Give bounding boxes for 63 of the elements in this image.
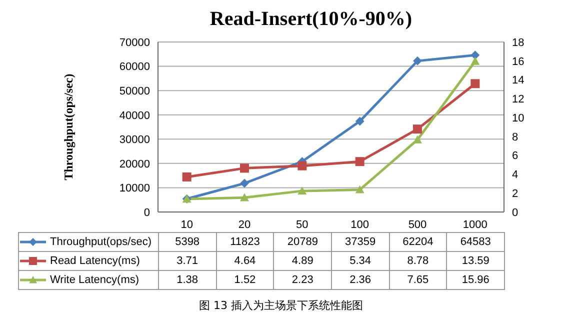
y-axis-title: Throughput(ops/sec) — [61, 74, 76, 180]
y-tick-label: 70000 — [119, 36, 150, 49]
point — [413, 56, 422, 66]
point — [298, 186, 307, 195]
data-label: 2.36 — [331, 270, 390, 290]
legend-label: Read Latency(ms) — [50, 255, 140, 267]
y2-tick-label: 14 — [512, 74, 524, 87]
data-label: 20789 — [274, 232, 332, 252]
y2-tick-label: 16 — [512, 56, 524, 68]
point — [470, 79, 480, 88]
data-label: 2.23 — [274, 270, 332, 290]
data-label: 11823 — [216, 232, 274, 252]
x-tick-label: 50 — [296, 218, 308, 231]
data-label: 64583 — [446, 232, 504, 252]
data-label: 5.34 — [331, 252, 390, 270]
y-tick-label: 40000 — [119, 110, 150, 122]
y-tick-label: 10000 — [119, 182, 150, 195]
point — [240, 178, 249, 188]
data-label: 4.64 — [216, 252, 274, 270]
x-tick-label: 20 — [238, 218, 251, 231]
point — [240, 193, 249, 202]
point — [355, 157, 364, 166]
y2-tick-label: 12 — [512, 94, 524, 106]
data-label: 1.38 — [158, 270, 216, 290]
legend-label: Write Latency(ms) — [50, 274, 140, 286]
y2-tick-label: 8 — [512, 131, 518, 144]
y2-tick-label: 6 — [512, 150, 518, 162]
point — [182, 172, 192, 182]
y-tick-label: 0 — [144, 206, 150, 219]
x-tick-label: 10 — [180, 218, 193, 231]
data-label: 8.78 — [389, 252, 447, 270]
x-tick-label: 1000 — [462, 218, 488, 231]
data-label: 4.89 — [274, 252, 332, 270]
y2-tick-label: 2 — [512, 188, 518, 200]
point — [355, 116, 364, 126]
point — [470, 56, 480, 65]
data-label: 37359 — [331, 232, 390, 252]
y2-tick-label: 18 — [512, 36, 524, 49]
y2-tick-label: 10 — [512, 112, 524, 124]
data-label: 15.96 — [446, 270, 504, 290]
data-label: 5398 — [158, 232, 216, 252]
y2-tick-label: 0 — [512, 206, 518, 219]
x-tick-label: 100 — [350, 218, 370, 231]
caption: 图 13 插入为主场景下系统性能图 — [198, 298, 364, 313]
point — [298, 161, 307, 170]
y2-tick-label: 4 — [512, 169, 518, 182]
y-tick-label: 60000 — [119, 61, 150, 74]
data-label: 62204 — [389, 232, 447, 252]
legend-label: Throughput(ops/sec) — [50, 236, 152, 248]
y-tick-label: 50000 — [119, 85, 150, 98]
point — [470, 50, 480, 60]
data-label: 7.65 — [389, 270, 447, 290]
point — [413, 135, 422, 144]
y-tick-label: 30000 — [119, 134, 150, 146]
point — [240, 164, 249, 173]
y-tick-label: 20000 — [119, 158, 150, 170]
data-label: 13.59 — [446, 252, 504, 270]
data-label: 3.71 — [158, 252, 216, 270]
data-label: 1.52 — [216, 270, 274, 290]
point — [355, 185, 364, 194]
point — [413, 124, 422, 134]
chart-title: Read-Insert(10%-90%) — [208, 8, 414, 32]
x-tick-label: 500 — [408, 218, 427, 231]
